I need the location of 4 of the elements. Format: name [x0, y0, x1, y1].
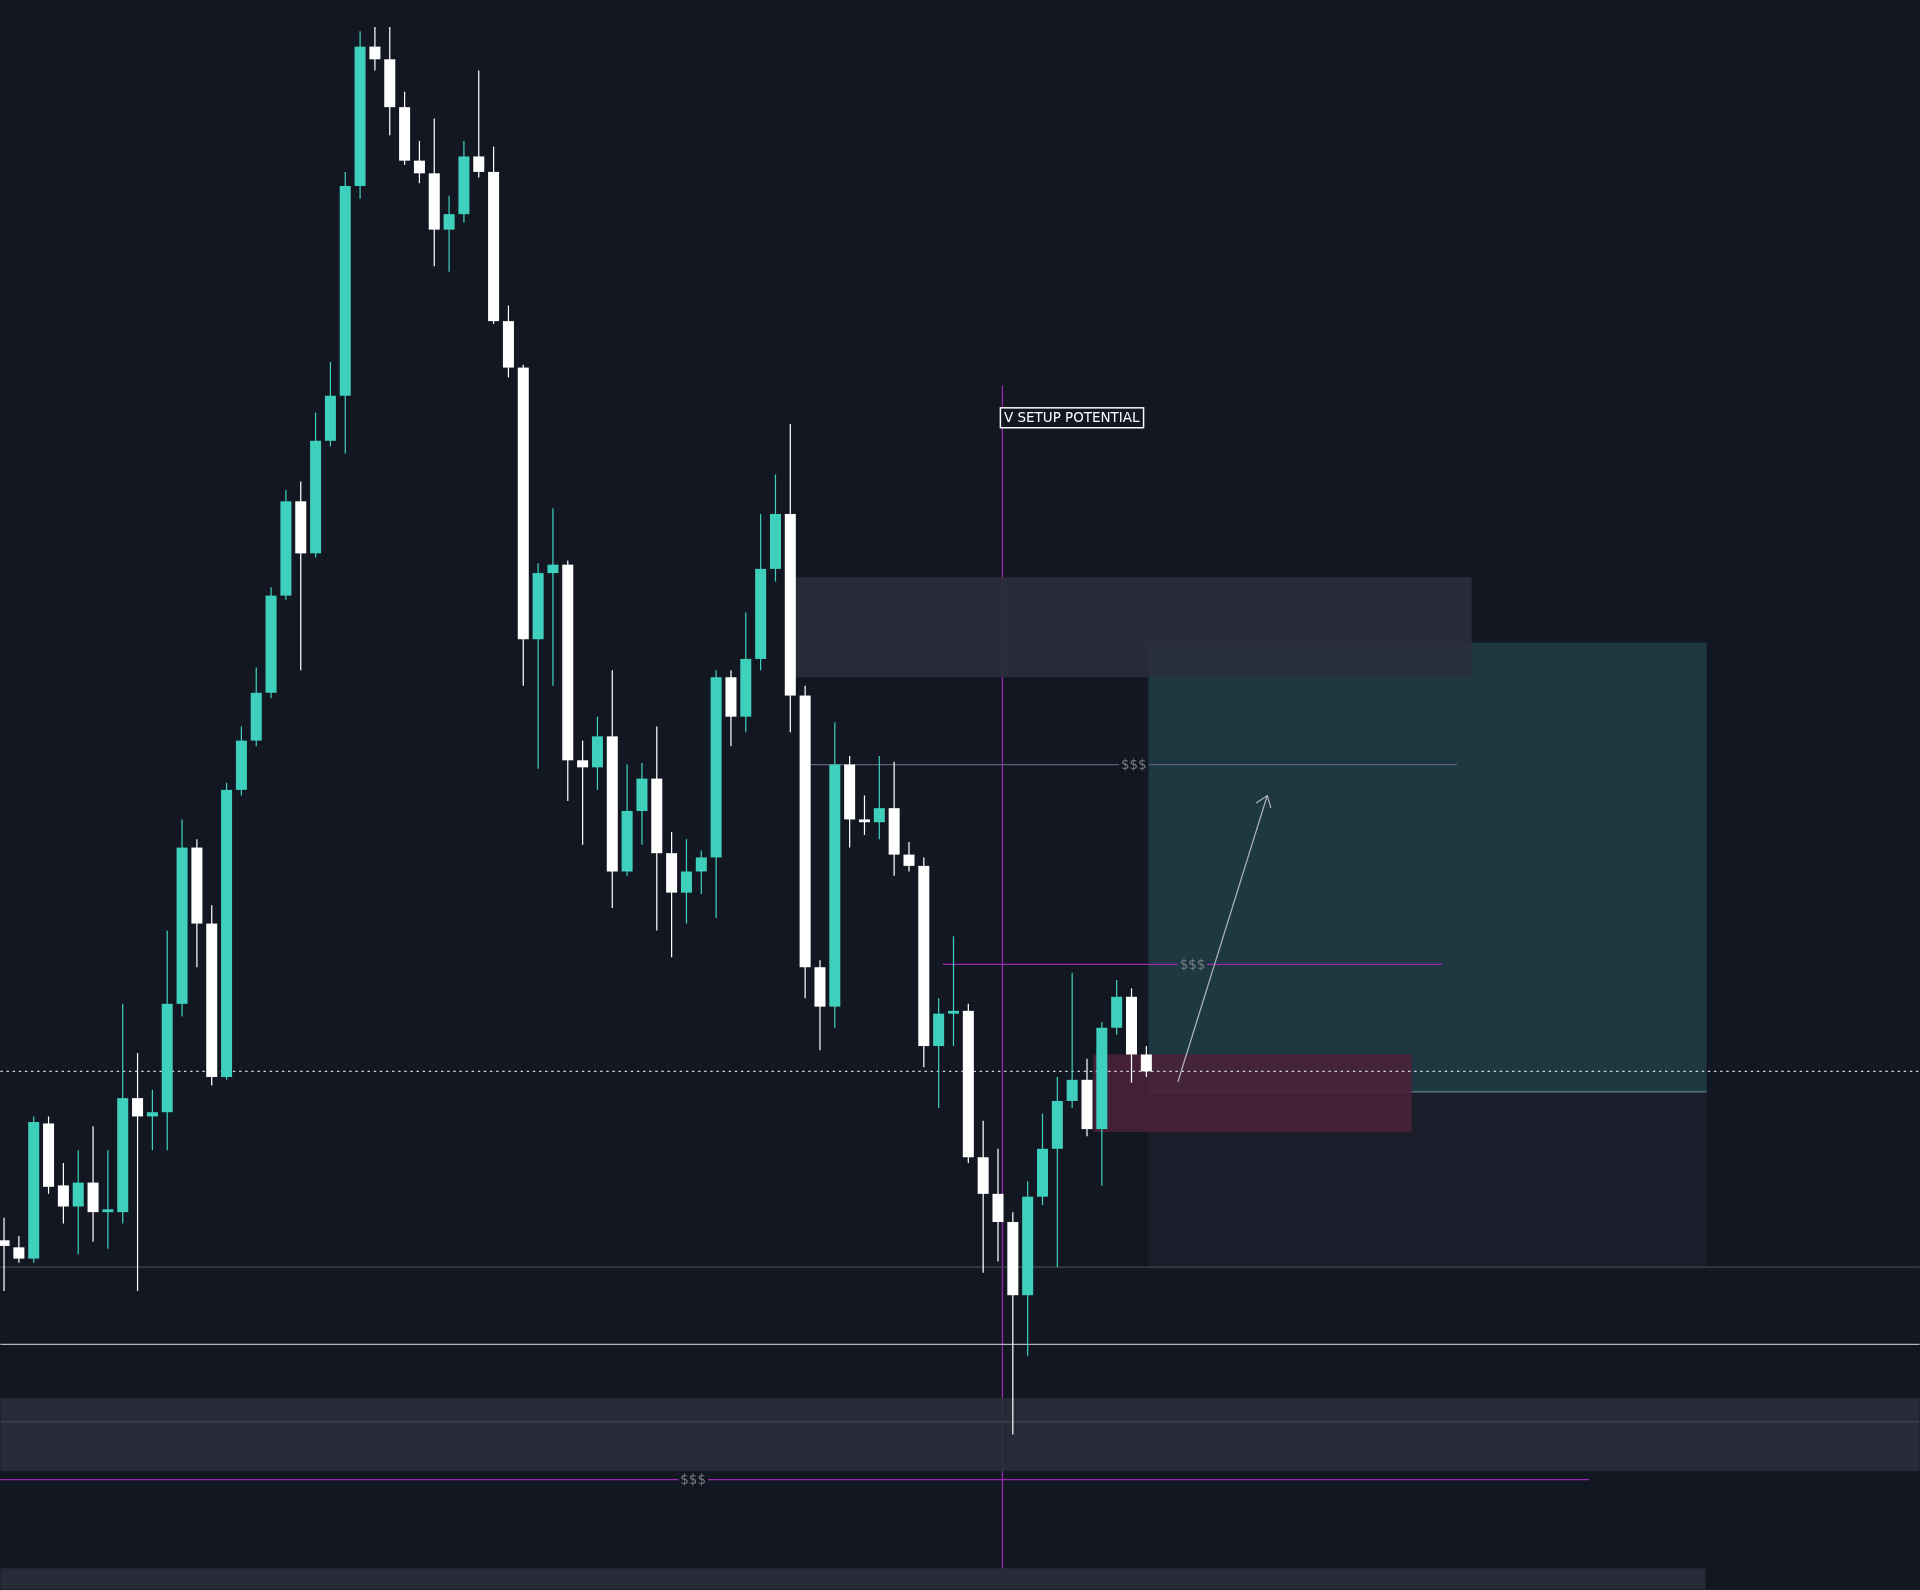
annotation: V SETUP POTENTIAL	[1004, 410, 1140, 426]
ref-line-label: $$$	[1179, 957, 1206, 973]
ref-line-label: $$$	[1120, 757, 1147, 773]
ref-line-label: $$$	[680, 1472, 707, 1488]
